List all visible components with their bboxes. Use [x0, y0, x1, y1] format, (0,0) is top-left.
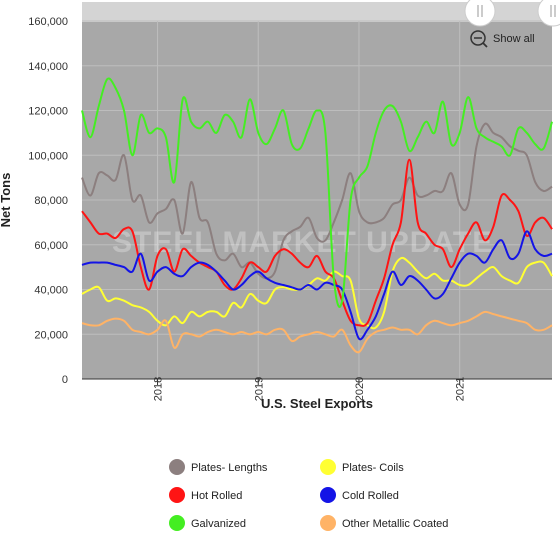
- x-axis-title: U.S. Steel Exports: [261, 396, 373, 411]
- y-tick-label: 160,000: [28, 16, 68, 28]
- navigator-bar[interactable]: [82, 2, 552, 22]
- x-axis-ticks: 2018 2019 2020 2021: [153, 377, 467, 401]
- y-tick-label: 140,000: [28, 61, 68, 73]
- y-axis-ticks: 0 20,000 40,000 60,000 80,000 100,000 120,000 1…: [28, 16, 68, 386]
- legend-label: Galvanized: [191, 518, 246, 530]
- y-axis-title: Net Tons: [0, 173, 13, 228]
- y-tick-label: 80,000: [34, 195, 68, 207]
- legend-marker: [320, 515, 336, 531]
- legend-label: Plates- Coils: [342, 462, 404, 474]
- y-tick-label: 0: [62, 374, 68, 386]
- zoom-out-icon-handle: [482, 42, 488, 48]
- legend-label: Cold Rolled: [342, 490, 399, 502]
- series-line-2[interactable]: [81, 158, 553, 327]
- y-tick-label: 100,000: [28, 150, 68, 162]
- show-all-button[interactable]: Show all: [470, 30, 535, 48]
- scroll-handle-left[interactable]: [464, 0, 496, 27]
- series-lines: [81, 77, 553, 354]
- legend-item[interactable]: Other Metallic Coated: [320, 515, 448, 531]
- legend-item[interactable]: Plates- Coils: [320, 459, 404, 475]
- x-tick-label: 2020: [354, 377, 366, 401]
- series-line-3[interactable]: [81, 230, 553, 341]
- watermark-text: STEEL MARKET UPDATE: [112, 226, 493, 259]
- legend-label: Plates- Lengths: [191, 462, 268, 474]
- x-tick-label: 2021: [455, 377, 467, 401]
- y-tick-label: 60,000: [34, 240, 68, 252]
- series-line-4[interactable]: [81, 77, 553, 308]
- legend-item[interactable]: Galvanized: [169, 515, 246, 531]
- series-line-1[interactable]: [81, 256, 553, 330]
- legend-marker: [320, 487, 336, 503]
- y-tick-label: 40,000: [34, 285, 68, 297]
- legend-item[interactable]: Cold Rolled: [320, 487, 399, 503]
- legend-label: Other Metallic Coated: [342, 518, 448, 530]
- legend: Plates- Lengths Plates- Coils Hot Rolled Co…: [169, 459, 448, 531]
- series-line-0[interactable]: [81, 122, 553, 280]
- legend-item[interactable]: Plates- Lengths: [169, 459, 268, 475]
- show-all-label: Show all: [493, 33, 535, 45]
- y-tick-label: 20,000: [34, 329, 68, 341]
- zoom-out-icon: [470, 30, 486, 46]
- y-tick-label: 120,000: [28, 106, 68, 118]
- legend-marker: [169, 515, 185, 531]
- legend-item[interactable]: Hot Rolled: [169, 487, 242, 503]
- legend-marker: [320, 459, 336, 475]
- legend-marker: [169, 487, 185, 503]
- scroll-handle-right[interactable]: [537, 0, 560, 27]
- x-tick-label: 2018: [153, 377, 165, 401]
- x-tick-label: 2019: [253, 377, 265, 401]
- scroll-handle-icon: [464, 0, 496, 27]
- legend-marker: [169, 459, 185, 475]
- series-line-5[interactable]: [81, 310, 553, 354]
- legend-label: Hot Rolled: [191, 490, 242, 502]
